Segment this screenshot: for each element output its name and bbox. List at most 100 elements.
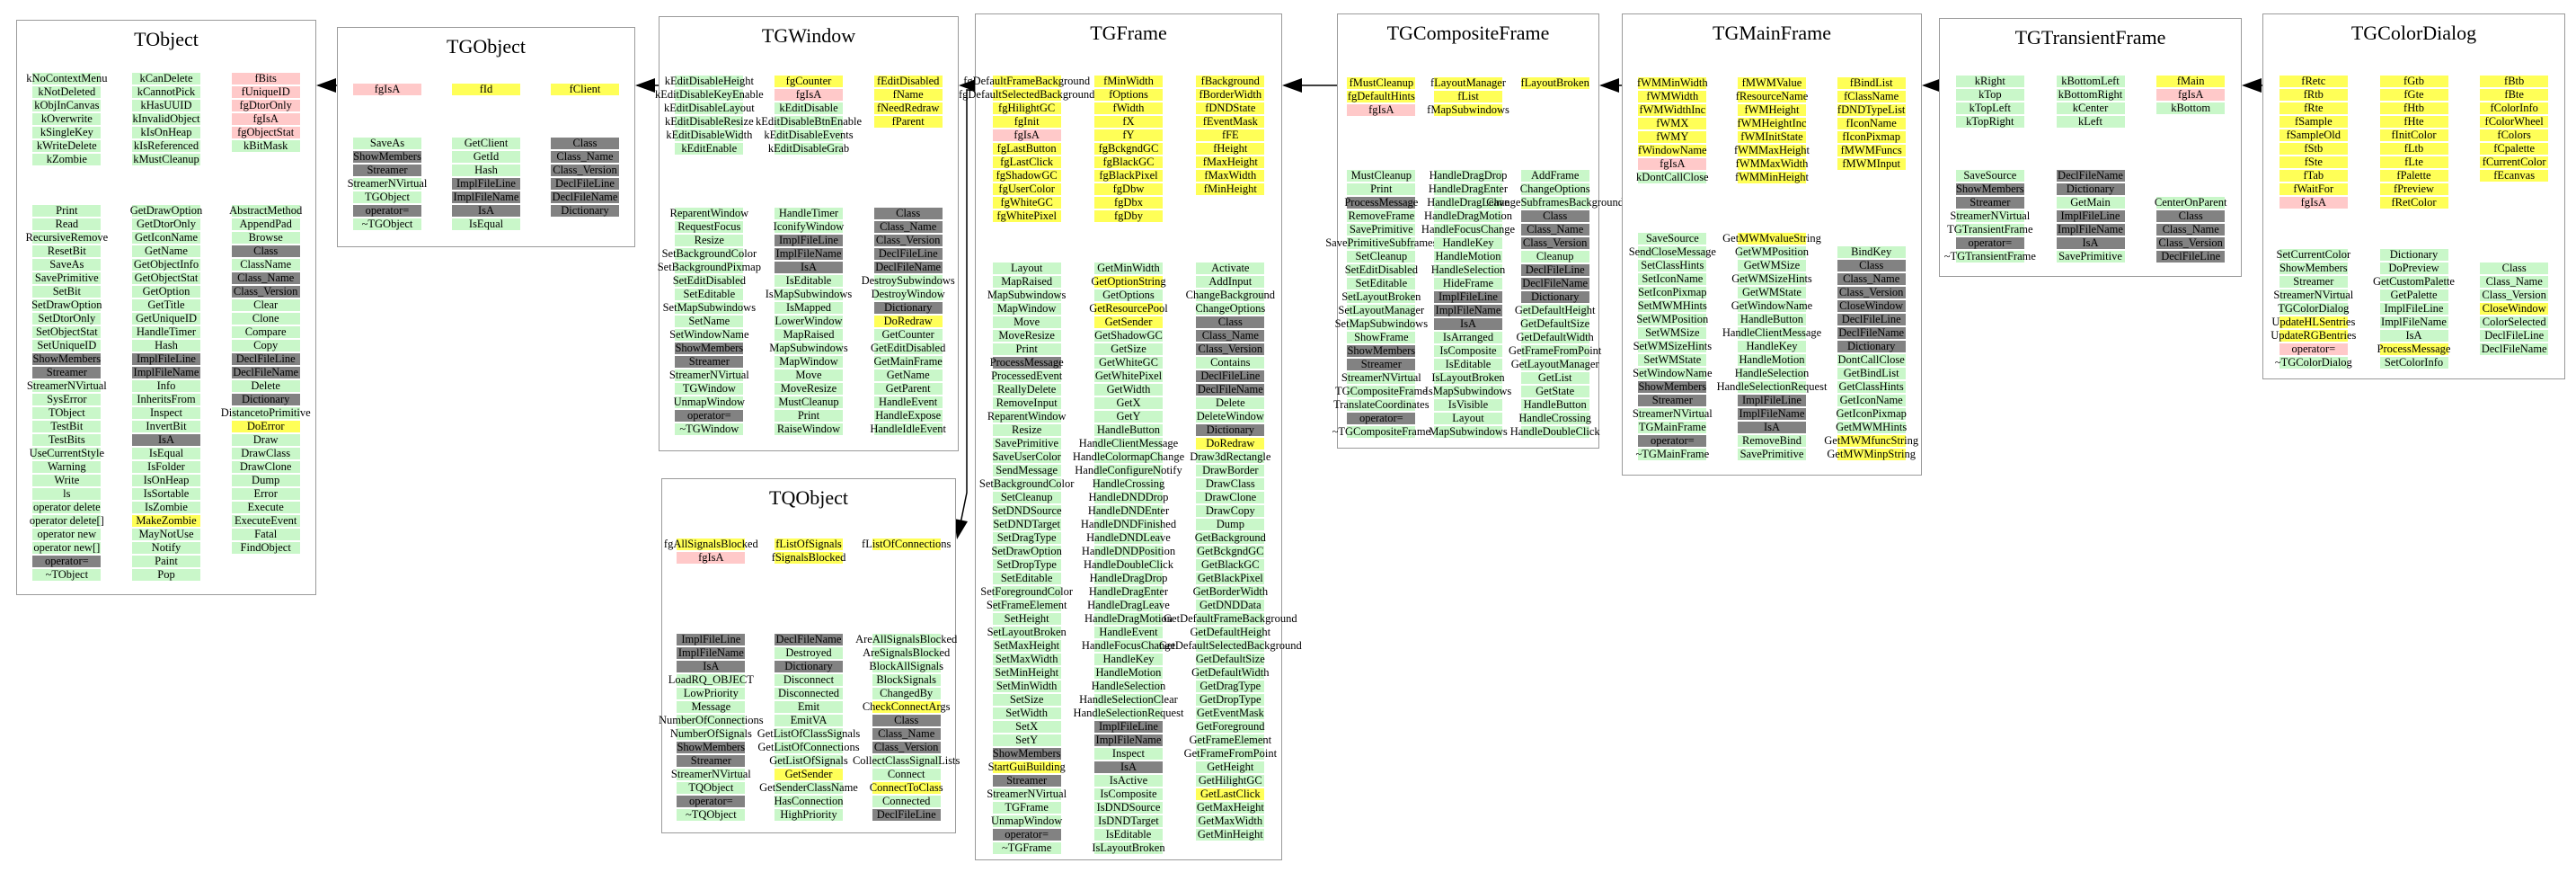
member-link[interactable]: SetIconPixmap <box>1638 286 1707 298</box>
member-link[interactable]: AreAllSignalsBlocked <box>855 633 958 645</box>
member-link[interactable]: kRight <box>1955 76 2024 87</box>
member-link[interactable]: kDontCallClose <box>1636 171 1709 183</box>
member-link[interactable]: SendMessage <box>992 465 1061 476</box>
member-link[interactable]: IsEqual <box>132 448 200 459</box>
member-link[interactable]: HandleFocusChange <box>1081 639 1176 652</box>
member-link[interactable]: fCpalette <box>2480 143 2549 155</box>
member-link[interactable]: GetDefaultHeight <box>1190 626 1271 638</box>
member-link[interactable]: RaiseWindow <box>775 423 843 435</box>
member-link[interactable]: fRte <box>2279 102 2348 114</box>
member-link[interactable]: Destroyed <box>775 647 843 659</box>
member-link[interactable]: DeclFileLine <box>1196 370 1265 382</box>
member-link[interactable]: SetMWMHints <box>1637 299 1707 312</box>
member-link[interactable]: DeclFileName <box>1520 277 1589 289</box>
member-link[interactable]: ~TQObject <box>677 809 746 821</box>
member-link[interactable]: HandleEvent <box>873 396 943 408</box>
member-link[interactable]: operator= <box>1347 413 1416 424</box>
member-link[interactable]: kSingleKey <box>32 127 102 138</box>
member-link[interactable]: IsOnHeap <box>132 475 200 486</box>
member-link[interactable]: ColorSelected <box>2480 316 2549 328</box>
member-link[interactable]: fGtb <box>2379 76 2448 87</box>
member-link[interactable]: SavePrimitive <box>32 272 102 284</box>
member-link[interactable]: IsFolder <box>132 461 200 473</box>
member-link[interactable]: SetLayoutBroken <box>987 626 1067 638</box>
member-link[interactable]: fgIsA <box>231 113 300 125</box>
member-link[interactable]: Streamer <box>677 755 746 767</box>
member-link[interactable]: Disconnect <box>775 674 843 686</box>
member-link[interactable]: fStb <box>2279 143 2348 155</box>
member-link[interactable]: SetDtorOnly <box>32 313 102 325</box>
member-link[interactable]: kIsReferenced <box>132 139 200 152</box>
member-link[interactable]: TGWindow <box>675 383 744 395</box>
member-link[interactable]: SetDrawOption <box>991 545 1062 557</box>
member-link[interactable]: Delete <box>231 380 300 392</box>
member-link[interactable]: GetIconPixmap <box>1836 407 1907 420</box>
member-link[interactable]: fMWMFuncs <box>1837 145 1906 156</box>
member-link[interactable]: GetDtorOnly <box>132 218 200 230</box>
member-link[interactable]: GetResourcePool <box>1089 302 1168 315</box>
member-link[interactable]: fGte <box>2379 89 2448 101</box>
member-link[interactable]: GetSender <box>1093 316 1163 328</box>
member-link[interactable]: HandleDragDrop <box>1429 169 1508 182</box>
member-link[interactable]: fSampleOld <box>2279 129 2348 141</box>
member-link[interactable]: ~TGObject <box>353 218 421 230</box>
member-link[interactable]: IsMapSubwindows <box>765 288 853 300</box>
member-link[interactable]: StreamerNVirtual <box>670 768 751 780</box>
member-link[interactable]: Disconnected <box>775 688 843 699</box>
member-link[interactable]: CloseWindow <box>1837 300 1906 312</box>
member-link[interactable]: HandleDragLeave <box>1087 599 1170 611</box>
member-link[interactable]: GetOption <box>132 286 200 298</box>
member-link[interactable]: RequestFocus <box>675 221 744 233</box>
member-link[interactable]: HandleDNDLeave <box>1086 531 1171 544</box>
member-link[interactable]: GetMain <box>2056 197 2125 209</box>
member-link[interactable]: fgIsA <box>2156 89 2226 101</box>
member-link[interactable]: Delete <box>1196 397 1265 409</box>
member-link[interactable]: Class <box>1520 210 1589 222</box>
member-link[interactable]: InheritsFrom <box>132 394 200 405</box>
member-link[interactable]: RemoveInput <box>992 397 1061 409</box>
member-link[interactable]: fWMMinWidth <box>1637 76 1708 89</box>
member-link[interactable]: ImplFileLine <box>132 353 200 365</box>
member-link[interactable]: fgCounter <box>775 76 843 87</box>
member-link[interactable]: GetList <box>1520 372 1589 384</box>
member-link[interactable]: fMustCleanup <box>1347 77 1416 89</box>
member-link[interactable]: GetDefaultSize <box>1195 653 1265 665</box>
member-link[interactable]: IsA <box>452 205 520 217</box>
member-link[interactable]: ImplFileName <box>1093 734 1163 746</box>
member-link[interactable]: GetBackground <box>1194 531 1266 544</box>
member-link[interactable]: Dictionary <box>873 302 943 314</box>
member-link[interactable]: HandleSelectionRequest <box>1716 380 1828 393</box>
member-link[interactable]: fName <box>873 89 943 101</box>
member-link[interactable]: GetMainFrame <box>873 355 943 368</box>
member-link[interactable]: SetDNDTarget <box>992 518 1061 530</box>
member-link[interactable]: ImplFileName <box>132 366 200 378</box>
member-link[interactable]: Notify <box>132 542 200 554</box>
member-link[interactable]: TGTransientFrame <box>1947 223 2033 236</box>
member-link[interactable]: HandleDragMotion <box>1084 612 1173 625</box>
member-link[interactable]: SetMinWidth <box>992 681 1061 692</box>
member-link[interactable]: fId <box>452 84 520 95</box>
member-link[interactable]: SetMinHeight <box>992 667 1061 679</box>
member-link[interactable]: fBindList <box>1837 77 1906 89</box>
member-link[interactable]: SetObjectStat <box>32 326 102 338</box>
member-link[interactable]: Write <box>32 475 102 486</box>
member-link[interactable]: ImplFileName <box>452 191 520 203</box>
member-link[interactable]: kTopRight <box>1955 116 2024 128</box>
member-link[interactable]: Class <box>1837 260 1906 271</box>
member-link[interactable]: kBottomLeft <box>2056 76 2125 87</box>
member-link[interactable]: kCannotPick <box>132 86 200 98</box>
member-link[interactable]: IsA <box>1434 318 1502 330</box>
member-link[interactable]: SetY <box>992 734 1061 746</box>
member-link[interactable]: ShowMembers <box>1955 182 2024 195</box>
member-link[interactable]: ~TGMainFrame <box>1635 448 1710 460</box>
member-link[interactable]: kEditDisableWidth <box>666 129 753 141</box>
member-link[interactable]: Class_Version <box>2156 237 2226 249</box>
member-link[interactable]: GetDrawOption <box>129 204 203 217</box>
member-link[interactable]: HandleDNDEnter <box>1087 504 1170 517</box>
member-link[interactable]: SetCleanup <box>1347 251 1416 263</box>
member-link[interactable]: kInvalidObject <box>132 112 200 125</box>
member-link[interactable]: TQObject <box>677 782 746 794</box>
member-link[interactable]: UpdateHLSentries <box>2271 316 2356 328</box>
member-link[interactable]: fPreview <box>2379 183 2448 195</box>
member-link[interactable]: DeclFileLine <box>873 248 943 260</box>
